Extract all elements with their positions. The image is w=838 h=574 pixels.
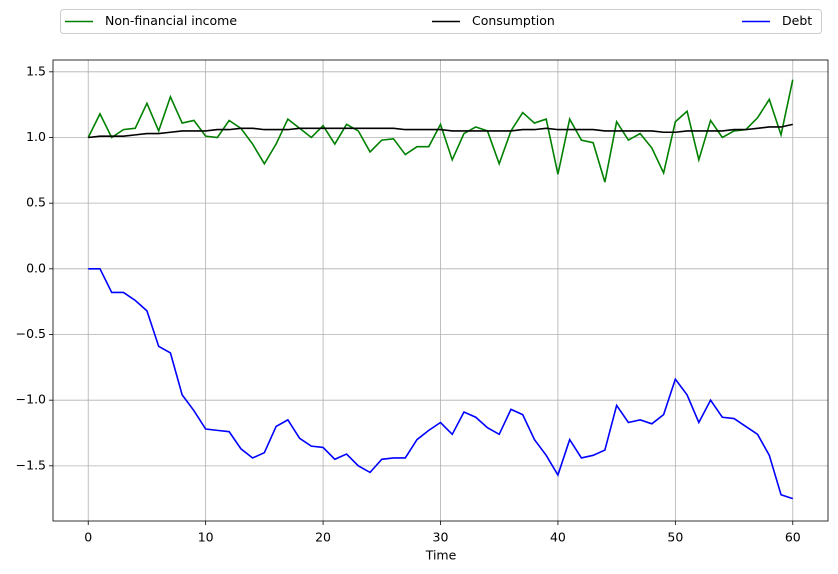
y-tick-label: 1.0 — [26, 129, 46, 144]
y-tick-label: −1.5 — [16, 457, 46, 472]
legend-label: Debt — [782, 13, 812, 28]
x-tick-label: 60 — [785, 530, 801, 545]
x-tick-label: 0 — [84, 530, 92, 545]
y-tick-label: 0.5 — [26, 195, 46, 210]
series-line — [88, 268, 794, 500]
series-line — [88, 123, 793, 139]
y-tick-label: 1.5 — [26, 63, 46, 78]
x-axis-label: Time — [425, 548, 457, 563]
x-tick-label: 20 — [315, 530, 331, 545]
legend-label: Consumption — [472, 13, 555, 28]
y-tick-label: 0.0 — [26, 260, 46, 275]
x-tick-label: 50 — [667, 530, 683, 545]
x-tick-label: 10 — [198, 530, 214, 545]
legend-label: Non-financial income — [105, 13, 237, 28]
y-tick-label: −0.5 — [16, 326, 46, 341]
x-tick-label: 30 — [433, 530, 449, 545]
plot-frame — [52, 59, 829, 522]
x-tick-label: 40 — [550, 530, 566, 545]
y-tick-label: −1.0 — [16, 392, 46, 407]
series-line — [87, 79, 794, 183]
